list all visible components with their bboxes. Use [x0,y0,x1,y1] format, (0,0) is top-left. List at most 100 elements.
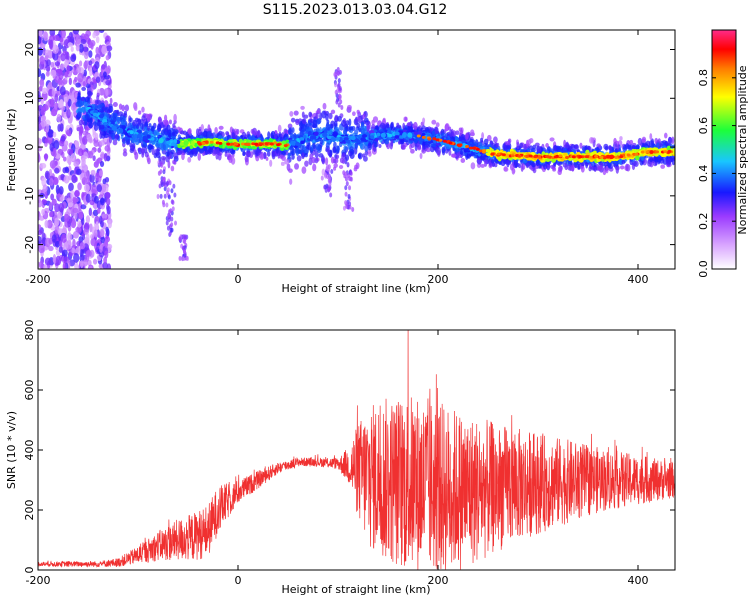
heatmap-cell [83,76,87,81]
heatmap-cell [101,45,108,55]
heatmap-cell [42,184,48,193]
heatmap-cell [277,124,282,133]
heatmap-cell [400,139,405,144]
heatmap-cell [170,199,174,205]
heatmap-cell [56,113,61,123]
heatmap-cell [500,158,506,167]
heatmap-cell [137,118,142,124]
heatmap-cell [70,103,76,111]
heatmap-cell [300,140,305,145]
heatmap-cell [143,126,148,132]
heatmap-cell [99,244,103,253]
heatmap-cell [266,150,271,157]
heatmap-cell [75,82,81,88]
heatmap-cell [72,238,76,249]
heatmap-cell [102,261,108,269]
heatmap-cell [84,96,90,103]
heatmap-cell [69,36,75,43]
heatmap-cell [337,115,342,122]
heatmap-cell [348,149,353,157]
heatmap-cell [549,148,554,153]
heatmap-cell [214,127,218,134]
heatmap-cell [78,212,84,220]
heatmap-cell [111,112,116,118]
heatmap-cell [49,39,54,49]
heatmap-cell [293,132,297,141]
heatmap-cell [553,144,558,152]
heatmap-cell [545,143,549,148]
heatmap-cell [289,178,293,185]
heatmap-cell [63,93,69,103]
heatmap-cell [329,192,333,198]
heatmap-cell [93,195,99,204]
heatmap-cell [95,76,101,83]
heatmap-cell [67,232,72,242]
heatmap-cell [162,181,166,187]
heatmap-cell [413,121,418,130]
heatmap-cell [105,197,111,206]
heatmap-cell [301,166,307,174]
heatmap-cell [380,122,386,129]
heatmap-cell [404,117,408,122]
heatmap-cell [60,135,66,142]
heatmap-cell [450,153,456,158]
heatmap-cell [100,220,104,228]
heatmap-cell [330,169,334,175]
heatmap-cell [70,54,76,63]
heatmap-cell [208,146,214,155]
heatmap-cell [78,43,84,53]
heatmap-cell [85,215,91,224]
heatmap-cell [338,94,342,100]
heatmap-cell [65,129,72,137]
heatmap-cell [88,122,94,129]
heatmap-cell [77,220,82,228]
heatmap-cell [103,100,109,108]
heatmap-cell [314,150,319,159]
heatmap-cell [71,217,76,226]
heatmap-cell [312,142,316,150]
heatmap-cell [333,163,338,168]
heatmap-cell [352,111,356,117]
heatmap-cell [84,183,90,192]
heatmap-cell [38,152,41,163]
heatmap-cell [132,119,138,127]
heatmap-cell [525,139,529,148]
heatmap-cell [76,168,82,175]
figure-title: S115.2023.013.03.04.G12 [263,2,448,18]
heatmap-cell [83,61,89,70]
heatmap-cell [75,34,82,45]
heatmap-cell [114,133,119,141]
heatmap-cell [101,213,108,219]
heatmap-cell [104,191,111,199]
heatmap-cell [570,164,575,172]
heatmap-cell [50,61,55,68]
heatmap-cell [162,202,166,208]
heatmap-cell [60,30,66,39]
heatmap-cell [354,129,359,135]
heatmap-cell [531,162,536,168]
heatmap-cell [44,49,51,56]
heatmap-cell [44,257,51,266]
heatmap-cell [153,152,158,159]
heatmap-cell [265,156,269,161]
heatmap-cell [94,172,100,182]
heatmap-cell [103,71,107,78]
heatmap-cell [45,71,50,77]
heatmap-cell [335,145,340,154]
heatmap-cell [529,138,534,144]
heatmap-cell [82,130,87,136]
heatmap-cell [141,115,146,122]
heatmap-cell [66,64,70,75]
heatmap-cell [657,156,662,164]
heatmap-cell [105,88,109,97]
heatmap-cell [39,43,46,49]
heatmap-cell [162,143,167,150]
heatmap-cell [101,64,106,70]
heatmap-cell [348,126,354,131]
heatmap-cell [160,129,165,136]
heatmap-cell [333,157,339,164]
heatmap-cell [436,147,441,156]
heatmap-cell [505,140,510,147]
heatmap-cell [187,128,192,135]
heatmap-cell [96,121,100,126]
